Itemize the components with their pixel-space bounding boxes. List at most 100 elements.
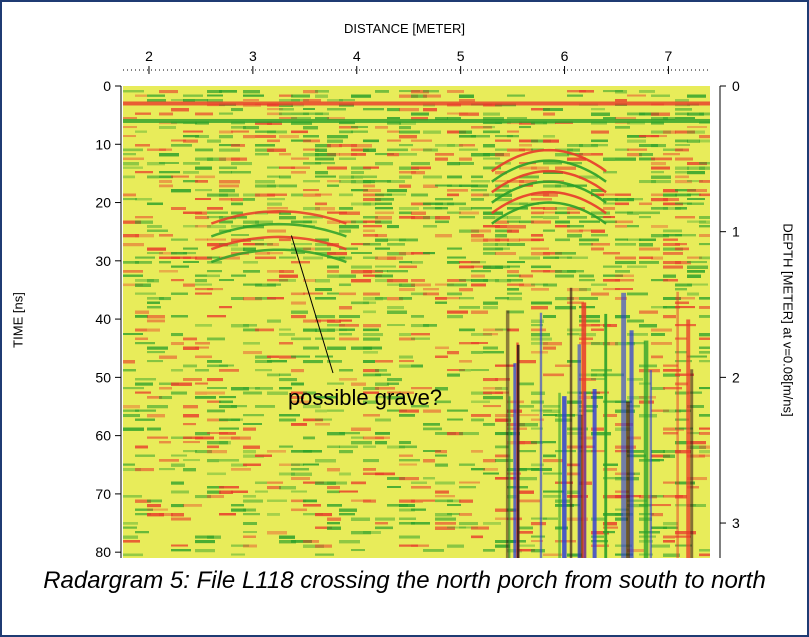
reflection-band bbox=[171, 99, 184, 102]
reflection-band bbox=[315, 144, 331, 148]
reflection-band bbox=[339, 274, 356, 278]
reflection-band bbox=[135, 198, 152, 201]
reflection-band bbox=[651, 454, 670, 458]
reflection-band bbox=[123, 270, 143, 273]
reflection-band bbox=[231, 130, 249, 133]
reflection-band bbox=[531, 265, 551, 269]
reflection-band bbox=[255, 243, 273, 246]
reflection-band bbox=[207, 90, 222, 94]
vertical-streak bbox=[649, 370, 653, 558]
reflection-band bbox=[147, 396, 162, 399]
reflection-band bbox=[459, 99, 475, 102]
reflection-band bbox=[363, 369, 379, 373]
reflection-band bbox=[279, 112, 291, 116]
reflection-band bbox=[459, 463, 475, 466]
reflection-band bbox=[387, 378, 402, 382]
reflection-band bbox=[651, 171, 664, 174]
reflection-band bbox=[315, 90, 329, 93]
reflection-band bbox=[591, 432, 611, 436]
reflection-band bbox=[411, 283, 431, 287]
reflection-band bbox=[639, 90, 655, 93]
reflection-band bbox=[495, 544, 510, 548]
reflection-band bbox=[663, 153, 680, 156]
reflection-band bbox=[471, 450, 483, 453]
reflection-band bbox=[627, 333, 648, 336]
reflection-band bbox=[339, 333, 352, 336]
reflection-band bbox=[243, 463, 261, 467]
reflection-band bbox=[471, 535, 483, 539]
reflection-band bbox=[387, 117, 400, 120]
reflection-band bbox=[483, 351, 504, 354]
reflection-band bbox=[423, 202, 443, 205]
reflection-band bbox=[339, 207, 353, 210]
reflection-band bbox=[303, 279, 316, 282]
reflection-band bbox=[423, 288, 439, 291]
reflection-band bbox=[531, 517, 547, 520]
reflection-band bbox=[291, 112, 309, 116]
reflection-band bbox=[243, 499, 263, 503]
reflection-band bbox=[459, 486, 476, 489]
reflection-band bbox=[483, 265, 503, 269]
reflection-band bbox=[339, 306, 352, 310]
reflection-band bbox=[687, 283, 708, 286]
reflection-band bbox=[591, 396, 603, 399]
reflection-band bbox=[483, 333, 498, 336]
reflection-band bbox=[699, 553, 710, 557]
reflection-band bbox=[687, 292, 699, 296]
reflection-band bbox=[387, 180, 405, 183]
reflection-band bbox=[543, 490, 564, 493]
reflection-band bbox=[303, 391, 316, 395]
reflection-band bbox=[219, 198, 232, 201]
reflection-band bbox=[675, 283, 692, 287]
reflection-band bbox=[567, 432, 584, 435]
hyperbola-reflection bbox=[491, 148, 607, 173]
reflection-band bbox=[171, 207, 186, 210]
reflection-band bbox=[123, 427, 144, 431]
reflection-band bbox=[615, 256, 636, 260]
reflection-band bbox=[375, 180, 391, 183]
reflection-band bbox=[147, 351, 165, 354]
reflection-band bbox=[123, 193, 136, 197]
reflection-band bbox=[339, 144, 357, 147]
reflection-band bbox=[567, 288, 587, 292]
reflection-band bbox=[159, 184, 173, 188]
reflection-band bbox=[399, 94, 418, 98]
reflection-band bbox=[339, 369, 353, 372]
reflection-band bbox=[531, 238, 544, 242]
reflection-band bbox=[459, 369, 471, 372]
reflection-band bbox=[351, 126, 368, 129]
reflection-band bbox=[387, 486, 401, 489]
reflection-band bbox=[543, 414, 557, 417]
reflection-band bbox=[687, 454, 705, 458]
reflection-band bbox=[219, 436, 240, 440]
reflection-band bbox=[687, 261, 707, 264]
reflection-band bbox=[531, 108, 550, 111]
reflection-band bbox=[435, 157, 448, 161]
reflection-band bbox=[363, 216, 378, 219]
reflection-band bbox=[171, 454, 187, 457]
reflection-band bbox=[399, 445, 417, 449]
reflection-band bbox=[435, 522, 456, 525]
reflection-band bbox=[183, 180, 198, 183]
reflection-band bbox=[147, 508, 168, 511]
blue-anomaly bbox=[592, 389, 597, 558]
annotation-group: possible grave? bbox=[288, 235, 442, 410]
reflection-band bbox=[459, 499, 473, 503]
reflection-band bbox=[387, 477, 405, 480]
reflection-band bbox=[591, 283, 607, 286]
reflection-band bbox=[651, 207, 668, 210]
reflection-band bbox=[663, 454, 675, 458]
reflection-band bbox=[627, 396, 647, 400]
reflection-band bbox=[219, 166, 237, 170]
reflection-band bbox=[411, 292, 427, 296]
reflection-band bbox=[303, 112, 323, 115]
reflection-band bbox=[327, 324, 345, 327]
reflection-band bbox=[375, 216, 392, 220]
reflection-band bbox=[195, 225, 211, 228]
reflection-band bbox=[315, 526, 332, 529]
reflection-band bbox=[171, 549, 191, 552]
reflection-band bbox=[195, 238, 208, 241]
reflection-band bbox=[591, 189, 604, 193]
reflection-band bbox=[591, 247, 604, 251]
reflection-band bbox=[459, 342, 479, 345]
